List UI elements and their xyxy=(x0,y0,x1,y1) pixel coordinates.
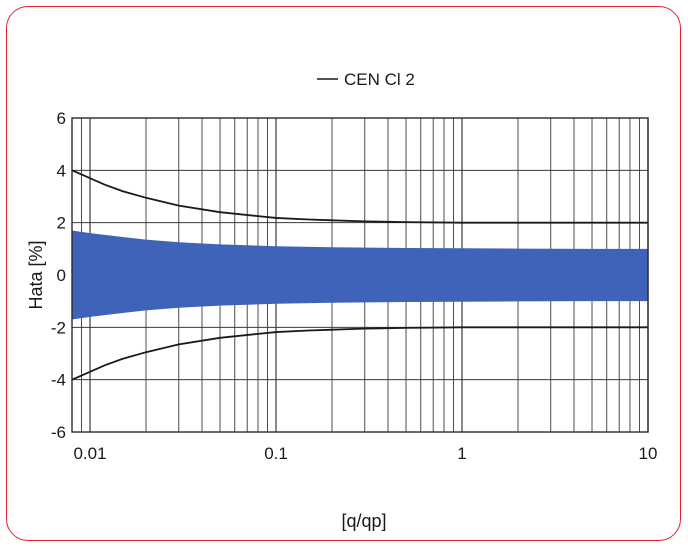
y-axis-title: Hata [%] xyxy=(26,240,46,309)
x-tick-label: 0.01 xyxy=(73,444,106,463)
chart-frame xyxy=(6,6,681,541)
y-tick-label: 4 xyxy=(57,161,66,180)
y-tick-labels: -6 -4 -2 0 2 4 6 xyxy=(51,109,66,442)
lower-limit-line xyxy=(71,326,648,381)
y-tick-label: -2 xyxy=(51,318,66,337)
y-tick-label: -6 xyxy=(51,423,66,442)
y-tick-label: 6 xyxy=(57,109,66,128)
y-tick-label: 0 xyxy=(57,266,66,285)
x-tick-labels: 0.01 0.1 1 10 xyxy=(73,444,657,463)
x-tick-label: 10 xyxy=(639,444,658,463)
x-axis-title: [q/qp] xyxy=(341,511,386,531)
x-tick-label: 1 xyxy=(457,444,466,463)
legend: CEN Cl 2 xyxy=(317,70,415,89)
upper-limit-line xyxy=(71,169,648,224)
x-tick-label: 0.1 xyxy=(264,444,288,463)
tolerance-band-area xyxy=(72,230,648,320)
y-tick-label: -4 xyxy=(51,371,66,390)
plot-border xyxy=(71,117,649,433)
legend-label: CEN Cl 2 xyxy=(344,70,415,89)
y-tick-label: 2 xyxy=(57,214,66,233)
plot-area-border xyxy=(71,117,649,433)
limit-lines xyxy=(71,169,648,381)
tolerance-band xyxy=(72,230,648,320)
